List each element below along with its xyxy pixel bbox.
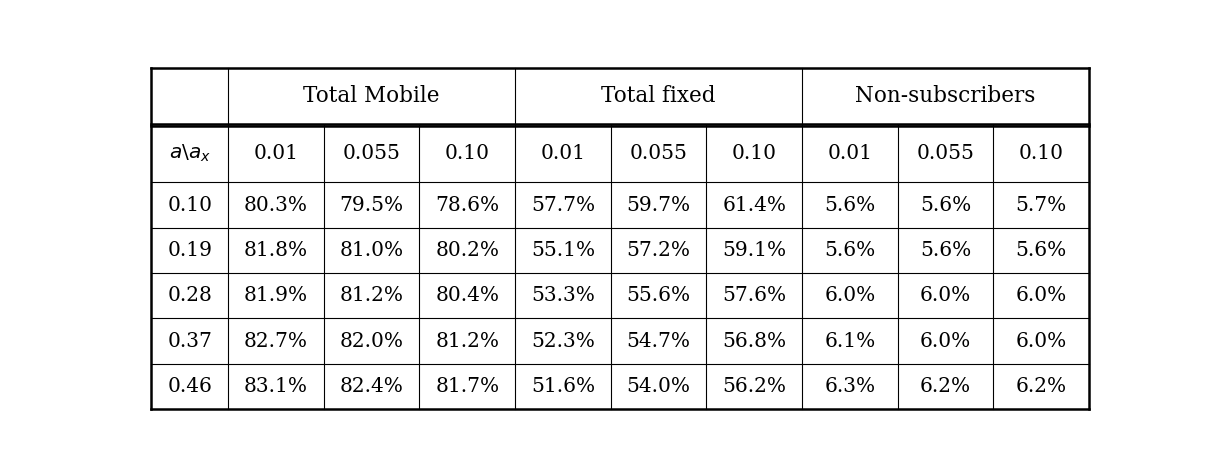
Text: 5.6%: 5.6%: [824, 241, 876, 260]
Text: Total Mobile: Total Mobile: [304, 85, 440, 107]
Text: 51.6%: 51.6%: [531, 377, 595, 396]
Text: 57.2%: 57.2%: [627, 241, 691, 260]
Text: $\mathit{a}{\backslash}\mathit{a}_x$: $\mathit{a}{\backslash}\mathit{a}_x$: [168, 143, 211, 164]
Text: 78.6%: 78.6%: [436, 195, 500, 215]
Text: 0.055: 0.055: [629, 144, 687, 163]
Text: 0.01: 0.01: [541, 144, 586, 163]
Text: 55.1%: 55.1%: [531, 241, 595, 260]
Text: 57.7%: 57.7%: [531, 195, 595, 215]
Text: 0.37: 0.37: [167, 332, 212, 351]
Text: 81.2%: 81.2%: [436, 332, 500, 351]
Text: 0.10: 0.10: [167, 195, 212, 215]
Text: 0.055: 0.055: [342, 144, 401, 163]
Text: 5.6%: 5.6%: [920, 241, 972, 260]
Text: 82.4%: 82.4%: [340, 377, 404, 396]
Text: 56.2%: 56.2%: [722, 377, 786, 396]
Text: 6.0%: 6.0%: [1015, 287, 1067, 305]
Text: 5.7%: 5.7%: [1015, 195, 1067, 215]
Text: 80.3%: 80.3%: [244, 195, 309, 215]
Text: 0.10: 0.10: [445, 144, 490, 163]
Text: 0.10: 0.10: [732, 144, 777, 163]
Text: 81.2%: 81.2%: [340, 287, 404, 305]
Text: 5.6%: 5.6%: [824, 195, 876, 215]
Text: 0.19: 0.19: [167, 241, 212, 260]
Text: 6.2%: 6.2%: [920, 377, 972, 396]
Text: 6.0%: 6.0%: [920, 332, 972, 351]
Text: 81.7%: 81.7%: [436, 377, 500, 396]
Text: 80.2%: 80.2%: [436, 241, 500, 260]
Text: 6.1%: 6.1%: [824, 332, 876, 351]
Text: 0.01: 0.01: [828, 144, 872, 163]
Text: 0.10: 0.10: [1019, 144, 1064, 163]
Text: 6.2%: 6.2%: [1015, 377, 1067, 396]
Text: 5.6%: 5.6%: [920, 195, 972, 215]
Text: 59.1%: 59.1%: [722, 241, 786, 260]
Text: 54.0%: 54.0%: [627, 377, 691, 396]
Text: 81.9%: 81.9%: [244, 287, 309, 305]
Text: 59.7%: 59.7%: [627, 195, 691, 215]
Text: 54.7%: 54.7%: [627, 332, 691, 351]
Text: Total fixed: Total fixed: [601, 85, 716, 107]
Text: 53.3%: 53.3%: [531, 287, 595, 305]
Text: 52.3%: 52.3%: [531, 332, 595, 351]
Text: 81.8%: 81.8%: [244, 241, 309, 260]
Text: 83.1%: 83.1%: [244, 377, 309, 396]
Text: 80.4%: 80.4%: [436, 287, 500, 305]
Text: 6.3%: 6.3%: [824, 377, 876, 396]
Text: 81.0%: 81.0%: [340, 241, 404, 260]
Text: 0.28: 0.28: [167, 287, 212, 305]
Text: 82.0%: 82.0%: [340, 332, 404, 351]
Text: 6.0%: 6.0%: [824, 287, 876, 305]
Text: 0.46: 0.46: [167, 377, 212, 396]
Text: Non-subscribers: Non-subscribers: [855, 85, 1036, 107]
Text: 82.7%: 82.7%: [244, 332, 309, 351]
Text: 0.055: 0.055: [917, 144, 974, 163]
Text: 6.0%: 6.0%: [1015, 332, 1067, 351]
Text: 57.6%: 57.6%: [722, 287, 786, 305]
Text: 0.01: 0.01: [253, 144, 299, 163]
Text: 55.6%: 55.6%: [627, 287, 691, 305]
Text: 6.0%: 6.0%: [920, 287, 972, 305]
Text: 5.6%: 5.6%: [1015, 241, 1067, 260]
Text: 79.5%: 79.5%: [340, 195, 404, 215]
Text: 61.4%: 61.4%: [722, 195, 786, 215]
Text: 56.8%: 56.8%: [722, 332, 786, 351]
